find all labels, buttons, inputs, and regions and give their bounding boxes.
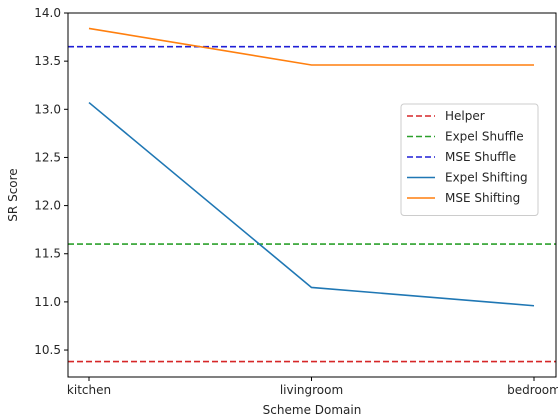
x-tick-label-bedroom: bedroom [507, 383, 558, 397]
plot-area [68, 27, 556, 363]
y-tick-label: 14.0 [34, 6, 61, 20]
y-tick-label: 12.5 [34, 150, 61, 164]
series-line-mse-shifting [88, 27, 534, 66]
y-tick-label: 11.5 [34, 247, 61, 261]
legend-entry-expel-shifting: Expel Shifting [407, 171, 528, 185]
legend-entry-helper: Helper [407, 109, 485, 123]
x-tick-label-livingroom: livingroom [280, 383, 343, 397]
x-axis-label: Scheme Domain [263, 403, 362, 417]
y-tick-label: 11.0 [34, 295, 61, 309]
legend: Helper Expel Shuffle MSE Shuffle Expel Shif… [400, 103, 539, 216]
y-tick-label: 10.5 [34, 343, 61, 357]
x-tick-label-kitchen: kitchen [67, 383, 111, 397]
y-axis-label: SR Score [6, 168, 20, 221]
legend-entry-mse-shifting: MSE Shifting [407, 191, 520, 205]
series-line-expel-shifting [88, 101, 535, 307]
legend-label: MSE Shifting [445, 191, 520, 205]
y-axis: 10.5 11.0 11.5 12.0 12.5 13.0 13.5 14.0 [34, 6, 68, 357]
legend-entry-mse-shuffle: MSE Shuffle [407, 150, 516, 164]
legend-box [400, 103, 539, 216]
y-tick-label: 13.0 [34, 102, 61, 116]
legend-label: MSE Shuffle [445, 150, 516, 164]
y-tick-label: 12.0 [34, 199, 61, 213]
legend-label: Expel Shuffle [445, 130, 524, 144]
legend-label: Helper [445, 109, 485, 123]
legend-label: Expel Shifting [445, 171, 528, 185]
y-tick-label: 13.5 [34, 54, 61, 68]
legend-entry-expel-shuffle: Expel Shuffle [407, 130, 524, 144]
x-axis: kitchen livingroom bedroom [67, 377, 558, 397]
